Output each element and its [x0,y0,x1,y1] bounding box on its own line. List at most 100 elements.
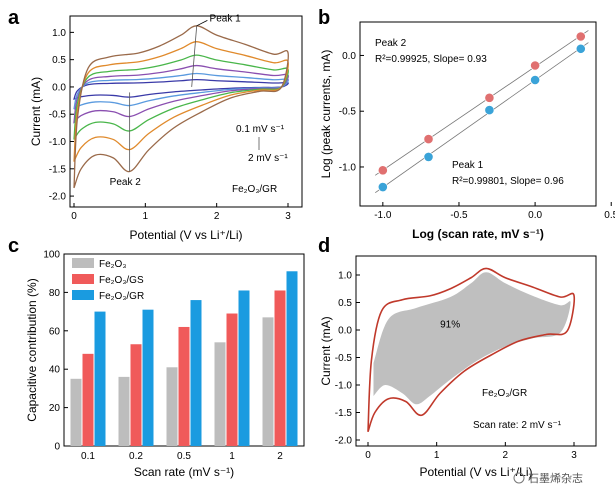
panel-c-x-tick-label: 2 [277,451,283,462]
panel-d: d 0 1 2 3 -2.0 -1.5 -1.0 -0.5 0.0 0.5 1.0 Current (m… [318,235,597,479]
panel-b-y-axis-label: Log (peak currents, mA) [319,50,333,179]
panel-a-y-tick-label: -0.5 [49,110,67,121]
panel-a-x-axis-label: Potential (V vs Li⁺/Li) [129,228,242,242]
panel-c-bar-2 [94,311,106,446]
panel-b-peak1-fit: R²=0.99801, Slope= 0.96 [452,176,564,187]
panel-c-y-tick-label: 0 [54,442,60,453]
panel-c-legend-swatch-2 [72,290,94,300]
panel-b-point-0 [377,165,388,176]
panel-a-material-label: Fe₂O₃/GR [232,184,277,195]
panel-c-bar-2 [238,290,250,446]
panel-b-fit-line-1 [374,42,589,194]
panel-d-capacitive-area [373,272,571,405]
panel-label-b: b [318,7,330,29]
panel-c-x-tick-label: 0.2 [129,451,143,462]
panel-b-point-0 [484,92,495,103]
panel-a-plot-frame [69,15,303,208]
panel-d-x-axis-label: Potential (V vs Li⁺/Li) [419,465,532,479]
panel-b-peak2-name: Peak 2 [375,38,407,49]
panel-c-legend-swatch-1 [72,274,94,284]
panel-d-x-tick-label: 0 [365,450,371,461]
panel-d-x-tick-label: 1 [434,450,440,461]
panel-b-point-0 [530,60,540,71]
panel-a-rate-high: 2 mV s⁻¹ [248,153,288,164]
panel-b-y-tick-label: 0.0 [342,51,356,62]
panel-b-x-axis-label: Log (scan rate, mV s⁻¹) [412,227,544,241]
panel-d-y-tick-label: 1.0 [338,271,352,282]
panel-b-x-tick-label: -0.5 [450,210,468,221]
panel-c-y-tick-label: 80 [49,288,61,299]
panel-d-material-label: Fe₂O₃/GR [482,388,527,399]
panel-d-cv-curve [367,267,576,433]
panel-a-peak1-label: Peak 1 [210,13,242,24]
panel-a-y-tick-label: 0.0 [52,82,66,93]
panel-c-y-tick-label: 40 [49,365,61,376]
panel-c-legend-label-2: Fe₂O₃/GR [99,291,144,302]
panel-c-bar-1 [274,290,286,446]
panel-d-y-tick-label: -1.0 [335,381,353,392]
panel-c-bar-0 [262,317,274,446]
wechat-icon [513,472,525,484]
panel-c-y-axis-label: Capacitive contribution (%) [25,278,39,421]
panel-d-y-tick-label: -2.0 [335,436,353,447]
panel-b-point-1 [377,182,388,192]
panel-b-x-tick-label: -1.0 [374,210,392,221]
panel-a-x-tick-label: 1 [143,211,149,222]
panel-c-bar-0 [70,378,82,446]
panel-b-point-1 [423,152,434,162]
panel-b-x-tick-label: 0.5 [604,210,615,221]
panel-b-point-1 [484,105,495,115]
panel-c-bar-1 [178,326,190,446]
panel-label-c: c [8,235,19,257]
panel-d-area-label: 91% [440,319,460,330]
panel-c-bar-2 [286,271,298,446]
panel-b-y-tick-label: -1.0 [339,162,357,173]
panel-a-x-tick-label: 2 [214,211,220,222]
panel-a-x-tick-label: 3 [285,211,291,222]
panel-c-bar-2 [190,300,202,446]
panel-c-legend-swatch-0 [72,258,94,268]
panel-a-peak1-leader [196,20,208,27]
panel-d-y-tick-label: -1.5 [335,408,353,419]
panel-c-y-tick-label: 20 [49,403,61,414]
panel-b-point-1 [530,75,540,85]
panel-b-point-0 [423,134,434,144]
panel-c-y-tick-label: 60 [49,326,61,337]
panel-c-bar-1 [226,313,238,446]
panel-d-y-axis-label: Current (mA) [319,316,333,385]
panel-c-legend-label-0: Fe₂O₃ [99,259,126,270]
panel-b-y-tick-label: -0.5 [339,107,357,118]
panel-c-bar-0 [214,342,226,446]
panel-b-point-0 [575,31,586,42]
panel-c: c 0 20 40 60 80 100 Capacitive contribution (%)… [8,235,305,479]
panel-a-y-tick-label: -1.0 [49,137,67,148]
panel-c-x-tick-label: 1 [229,451,235,462]
panel-c-bar-2 [142,309,154,446]
panel-c-bar-0 [166,367,178,446]
panel-d-x-tick-label: 2 [503,450,509,461]
panel-b-point-1 [575,43,586,54]
panel-d-condition-label: Scan rate: 2 mV s⁻¹ [473,420,562,431]
panel-a-peak1-arrow [191,25,198,87]
panel-c-x-tick-label: 0.1 [81,451,95,462]
panel-c-bar-1 [82,353,94,446]
panel-b-peak1-name: Peak 1 [452,160,484,171]
panel-c-bar-0 [118,376,130,446]
panel-a: a 0 1 2 3 -2.0 -1.5 -1.0 -0.5 0.0 0.5 1.0 Potential … [8,7,303,242]
panel-a-y-tick-label: 1.0 [52,28,66,39]
panel-label-a: a [8,7,20,29]
panel-c-x-axis-label: Scan rate (mV s⁻¹) [134,465,234,479]
panel-a-x-tick-label: 0 [71,211,77,222]
watermark-text: 石墨烯杂志 [528,472,583,485]
panel-d-y-tick-label: 0.5 [338,298,352,309]
panel-label-d: d [318,235,330,257]
panel-d-y-tick-label: 0.0 [338,326,352,337]
panel-c-bar-1 [130,344,142,446]
panel-a-rate-low: 0.1 mV s⁻¹ [236,124,285,135]
panel-c-x-tick-label: 0.5 [177,451,191,462]
panel-d-plot-frame [355,255,597,447]
panel-b-peak2-fit: R²=0.99925, Slope= 0.93 [375,54,487,65]
watermark: 石墨烯杂志 [513,472,583,485]
panel-a-y-tick-label: -1.5 [49,164,67,175]
panel-a-peak2-label: Peak 2 [110,177,142,188]
